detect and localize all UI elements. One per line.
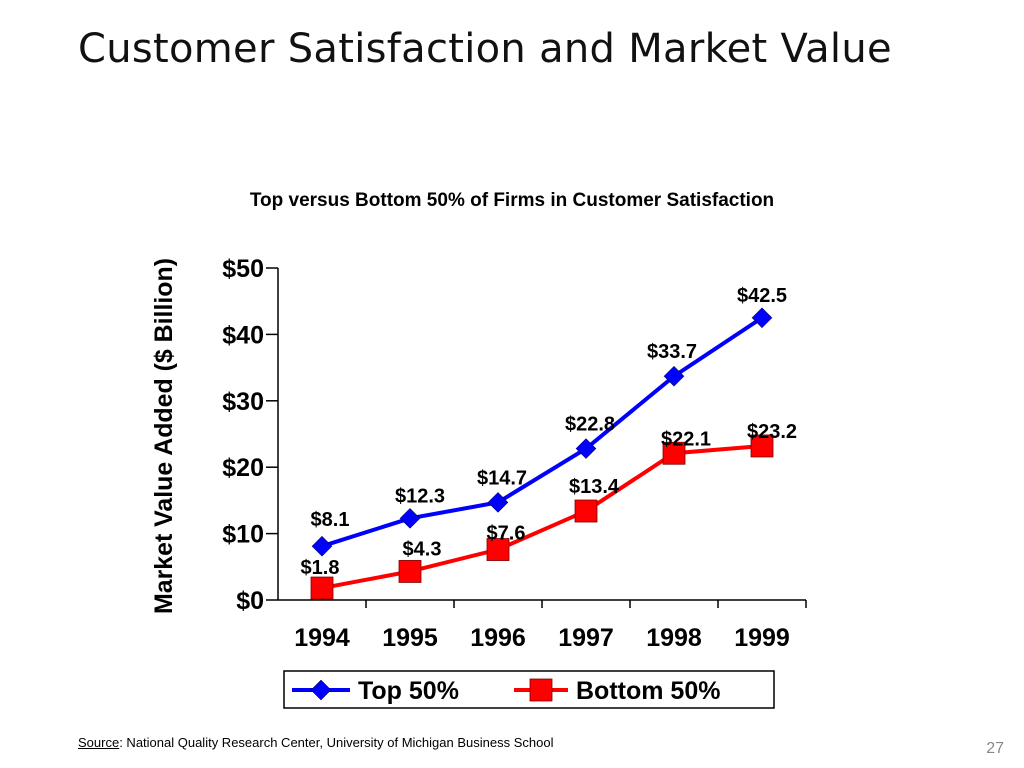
data-point-top-50 [311,535,333,557]
x-tick-label: 1994 [294,624,350,652]
y-tick-label: $0 [236,587,264,615]
data-point-bottom-50 [310,576,334,600]
series-line-bottom-50 [321,443,763,591]
x-tick-label: 1995 [382,624,438,652]
x-tick-label: 1996 [470,624,526,652]
data-point-bottom-50 [750,434,774,458]
source-note: Source: National Quality Research Center… [78,735,553,750]
page-number: 27 [986,740,1004,757]
x-tick-label: 1998 [646,624,702,652]
chart-title: Top versus Bottom 50% of Firms in Custom… [249,190,775,211]
legend-label: Top 50% [358,677,459,705]
data-label-bottom-50: $7.6 [487,523,526,545]
legend-label: Bottom 50% [576,677,720,705]
series-line-top-50 [321,316,764,549]
data-label-top-50: $8.1 [311,509,350,531]
y-tick-label: $10 [222,521,264,549]
data-point-bottom-50 [398,560,422,583]
y-tick-label: $50 [222,255,264,283]
data-label-bottom-50: $22.1 [661,428,711,450]
data-point-top-50 [663,365,685,387]
data-point-top-50 [399,507,421,529]
data-point-bottom-50 [662,441,686,465]
legend-marker [529,678,553,702]
legend-marker [310,679,332,701]
source-text: : National Quality Research Center, Univ… [119,735,554,750]
y-tick-label: $30 [222,388,264,416]
y-tick-label: $20 [222,454,264,482]
data-label-bottom-50: $4.3 [403,538,442,560]
data-label-top-50: $12.3 [395,485,445,507]
y-axis-label: Market Value Added ($ Billion) [150,258,178,614]
data-label-bottom-50: $23.2 [747,421,797,443]
data-point-bottom-50 [486,538,510,561]
data-label-top-50: $42.5 [737,285,787,307]
data-label-top-50: $22.8 [565,414,615,436]
data-label-top-50: $33.7 [647,341,697,363]
data-point-top-50 [575,438,597,459]
data-label-top-50: $14.7 [477,467,527,489]
data-label-bottom-50: $13.4 [569,476,620,498]
source-label: Source [78,735,120,750]
data-label-bottom-50: $1.8 [301,557,340,579]
x-tick-label: 1999 [734,624,790,652]
data-point-top-50 [487,492,509,513]
y-tick-label: $40 [222,321,264,349]
x-tick-label: 1997 [558,624,614,652]
data-point-bottom-50 [574,499,598,523]
slide-title: Customer Satisfaction and Market Value [78,26,892,72]
data-point-top-50 [751,307,773,329]
